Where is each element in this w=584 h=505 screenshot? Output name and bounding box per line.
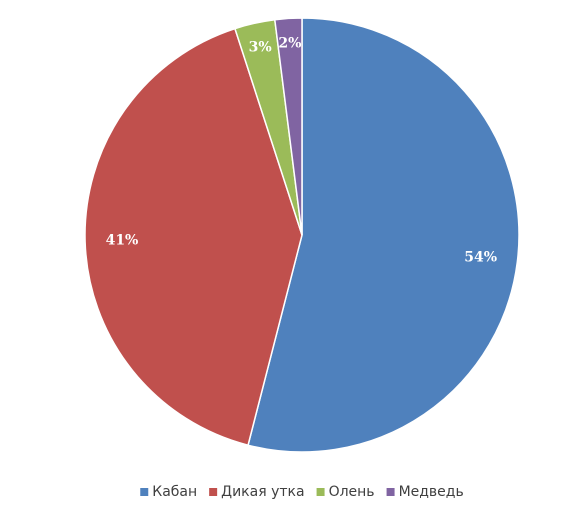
legend-marker: [386, 488, 395, 496]
pie-slice: [247, 17, 520, 453]
legend-label: Дикая утка: [221, 484, 304, 500]
pie-slice: [84, 27, 303, 447]
legend-marker: [209, 488, 218, 496]
data-label: 3%: [249, 40, 272, 56]
data-label: 54%: [464, 250, 497, 266]
data-label: 41%: [106, 233, 139, 249]
legend-label: Олень: [329, 484, 375, 500]
pie-slice: [273, 17, 303, 236]
legend-marker: [140, 488, 149, 496]
legend-label: Кабан: [152, 484, 197, 500]
legend-label: Медведь: [399, 484, 464, 500]
legend-marker: [316, 488, 325, 496]
data-label: 2%: [278, 35, 301, 51]
